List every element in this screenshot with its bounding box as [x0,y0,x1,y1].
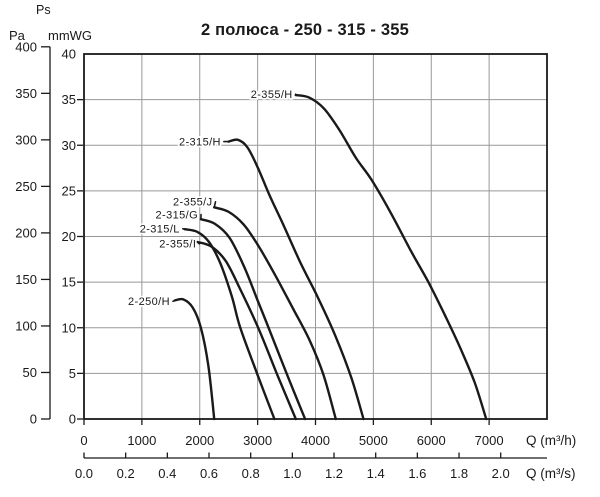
chart-title: 2 полюса - 250 - 315 - 355 [200,21,410,39]
tick-label-mmwg: 10 [62,320,76,335]
tick-label-m3s: 1.0 [283,466,301,481]
tick-label-m3h: 1000 [127,433,156,448]
x-axis-unit-m3h: Q (m³/h) [526,433,577,448]
curve-2-315-l [183,228,276,421]
curve-label-2-315-h: 2-315/H [179,136,221,148]
tick-label-m3s: 1.6 [408,466,426,481]
tick-label-m3h: 6000 [417,433,446,448]
tick-label-mmwg: 20 [62,229,76,244]
tick-label-m3s: 1.4 [367,466,385,481]
tick-label-m3s: 1.8 [450,466,468,481]
curve-label-2-355-j: 2-355/J [173,197,213,209]
curve-label-2-250-h: 2-250/H [128,296,170,308]
tick-label-pa: 50 [23,365,37,380]
curve-2-355-i [196,240,297,421]
tick-label-m3h: 3000 [243,433,272,448]
y-axis-name: Ps [36,3,51,17]
tick-label-m3s: 0.4 [158,466,176,481]
tick-label-pa: 0 [30,412,37,427]
tick-label-mmwg: 5 [69,366,76,381]
tick-label-m3s: 1.2 [325,466,343,481]
curve-layer [172,93,488,421]
curve-label-2-355-i: 2-355/I [159,239,196,251]
tick-label-m3h: 5000 [359,433,388,448]
tick-label-mmwg: 25 [62,183,76,198]
tick-label-pa: 250 [15,179,37,194]
curve-label-2-355-h: 2-355/H [251,89,293,101]
tick-label-mmwg: 30 [62,138,76,153]
curve-2-355-h [294,93,488,421]
tick-label-mmwg: 0 [69,412,76,427]
tick-label-m3h: 2000 [185,433,214,448]
tick-label-pa: 150 [15,272,37,287]
tick-label-pa: 100 [15,318,37,333]
tick-label-m3h: 4000 [301,433,330,448]
y-axis-unit-pa: Pa [9,28,25,43]
tick-label-mmwg: 15 [62,275,76,290]
tick-label-pa: 350 [15,86,37,101]
curve-2-315-h [227,138,365,421]
tick-label-m3s: 0.6 [200,466,218,481]
tick-label-m3s: 0.2 [117,466,135,481]
tick-label-m3s: 0.8 [242,466,260,481]
tick-label-m3h: 7000 [475,433,504,448]
curve-label-2-315-l: 2-315/L [140,224,180,236]
tick-label-m3s: 0.0 [75,466,93,481]
tick-label-pa: 400 [15,39,37,54]
tick-label-mmwg: 40 [62,47,76,62]
curve-2-315-g [199,218,307,421]
curve-2-355-j [213,206,337,421]
curve-label-layer: 2-250/H 2-315/L 2-355/I 2-315/G2-355/J 2-315… [126,87,294,310]
tick-label-m3s: 2.0 [492,466,510,481]
tick-label-m3h: 0 [80,433,87,448]
curve-2-250-h [173,297,216,421]
tick-label-mmwg: 35 [62,92,76,107]
y-axis-unit-mmwg: mmWG [48,28,93,43]
curve-label-2-315-g: 2-315/G [155,209,198,221]
axis-layer: 0 1000 2000 3000 4000 5000 6000 700040353025201… [15,39,548,481]
x-axis-unit-m3s: Q (m³/s) [526,466,576,481]
tick-label-pa: 200 [15,225,37,240]
tick-label-pa: 300 [15,132,37,147]
grid-layer [84,54,547,419]
